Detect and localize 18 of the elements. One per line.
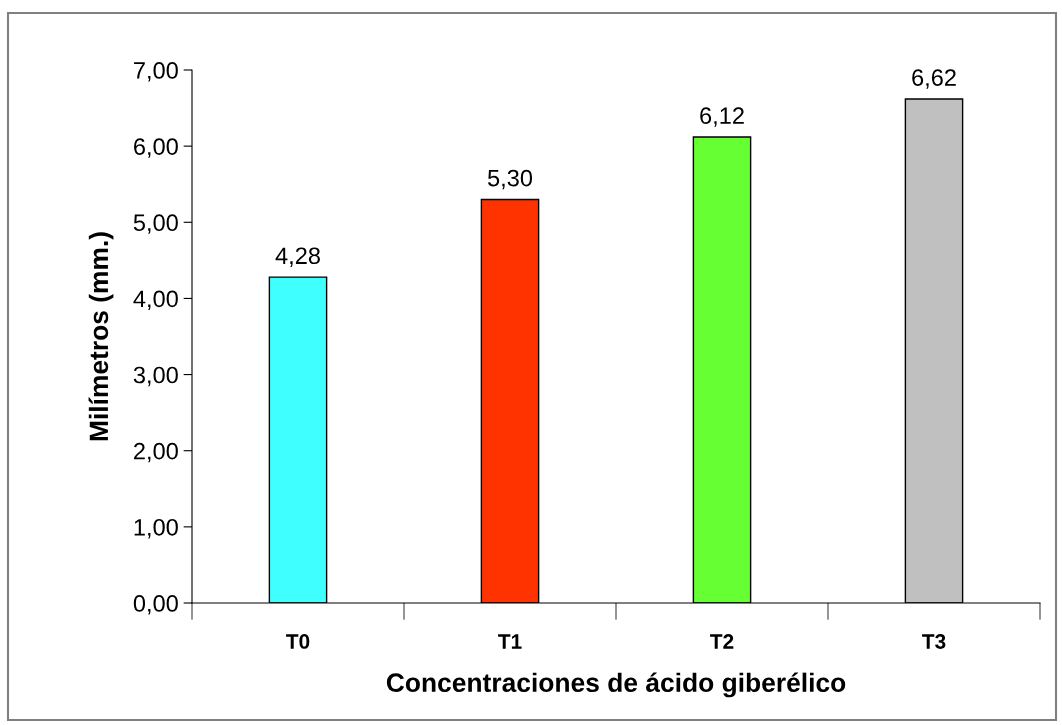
x-axis-title: Concentraciones de ácido giberélico: [386, 672, 846, 698]
data-label: 5,30: [487, 169, 533, 190]
data-label: 4,28: [275, 247, 320, 267]
y-tick-label: 7,00: [134, 62, 178, 82]
x-tick-label: T2: [710, 634, 734, 649]
x-tick-label: T0: [286, 634, 310, 649]
y-tick-label: 0,00: [133, 595, 178, 615]
x-tick-label: T3: [922, 634, 946, 649]
y-tick-label: 2,00: [134, 442, 178, 463]
y-tick-label: 3,00: [133, 366, 178, 387]
y-tick-label: 6,00: [134, 138, 178, 158]
x-tick-label: T1: [498, 634, 522, 649]
y-axis-title: Milímetros (mm.): [88, 232, 114, 441]
y-tick-label: 5,00: [133, 214, 178, 234]
data-label: 6,12: [700, 107, 744, 127]
y-tick-label: 4,00: [133, 290, 178, 311]
y-tick-label: 1,00: [134, 518, 178, 539]
data-label: 6,62: [912, 69, 956, 89]
